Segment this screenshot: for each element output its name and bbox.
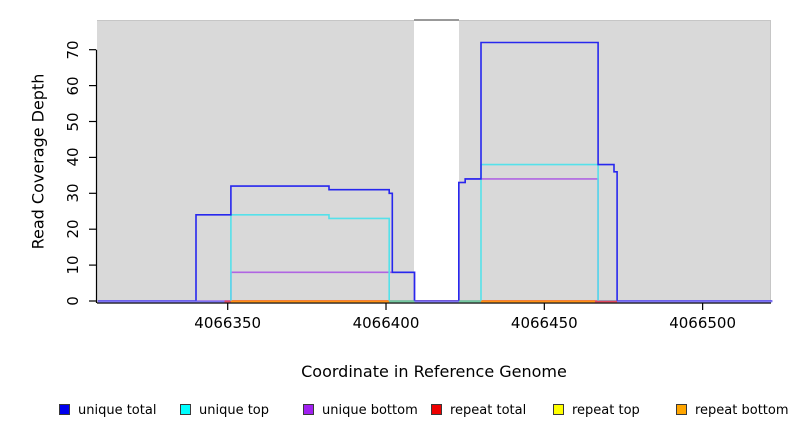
y-tick-label: 0: [64, 296, 82, 306]
legend-item-unique-top: unique top: [180, 399, 269, 418]
legend-item-unique-total: unique total: [59, 399, 156, 418]
legend-label: unique total: [78, 403, 157, 418]
x-tick-label: 4066500: [669, 314, 737, 332]
y-tick-label: 50: [64, 111, 82, 132]
legend-swatch-icon: [303, 404, 314, 415]
legend-item-repeat-total: repeat total: [431, 399, 526, 418]
legend-label: repeat top: [572, 403, 640, 418]
legend-label: repeat bottom: [695, 403, 789, 418]
y-tick-label: 70: [64, 40, 82, 60]
y-tick-label: 60: [64, 76, 82, 96]
series-line-unique-top: [458, 163, 618, 302]
legend-swatch-icon: [59, 404, 70, 415]
series-line-unique-top: [230, 214, 415, 302]
no-data-band: [414, 20, 459, 304]
y-tick-label: 40: [64, 147, 82, 167]
series-line-unique-total: [97, 41, 773, 302]
y-axis-label: Read Coverage Depth: [28, 73, 48, 250]
legend-item-repeat-top: repeat top: [553, 399, 640, 418]
x-tick-label: 4066350: [194, 314, 262, 332]
legend: unique total unique top unique bottom repea…: [0, 399, 792, 419]
legend-label: repeat total: [450, 403, 527, 418]
legend-swatch-icon: [676, 404, 687, 415]
legend-label: unique top: [199, 403, 270, 418]
legend-item-repeat-bottom: repeat bottom: [676, 399, 789, 418]
series-line-unique-bottom: [97, 178, 773, 302]
legend-item-unique-bottom: unique bottom: [303, 399, 418, 418]
x-axis-label: Coordinate in Reference Genome: [301, 362, 567, 381]
legend-label: unique bottom: [322, 403, 418, 418]
y-tick-label: 20: [64, 219, 82, 239]
legend-swatch-icon: [180, 404, 191, 415]
x-tick-label: 4066400: [352, 314, 420, 332]
legend-swatch-icon: [431, 404, 442, 415]
x-tick-label: 4066450: [510, 314, 578, 332]
y-tick-label: 10: [64, 255, 82, 275]
legend-swatch-icon: [553, 404, 564, 415]
no-data-band-cap: [414, 19, 459, 21]
y-tick-label: 30: [64, 183, 82, 203]
